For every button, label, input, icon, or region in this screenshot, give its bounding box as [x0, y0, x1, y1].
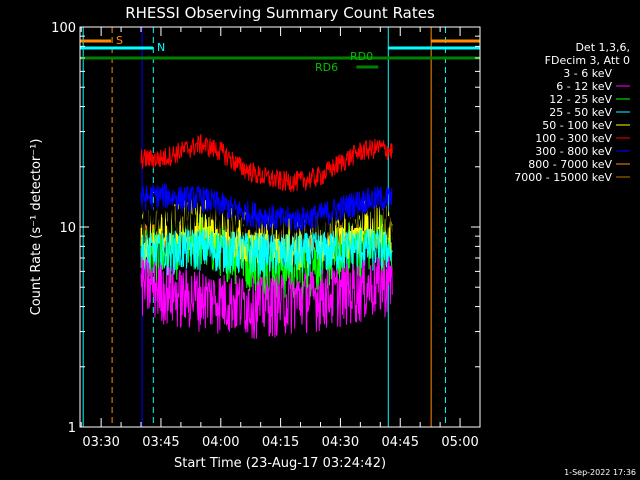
legend-entry-label: 6 - 12 keV	[556, 80, 612, 93]
legend-entry-label: 800 - 7000 keV	[528, 158, 612, 171]
legend-entry-label: 300 - 800 keV	[535, 145, 612, 158]
x-tick-label: 03:30	[82, 435, 119, 450]
timestamp: 1-Sep-2022 17:36	[564, 468, 636, 477]
legend-header-2: FDecim 3, Att 0	[545, 54, 630, 67]
y-axis-label: Count Rate (s⁻¹ detector⁻¹)	[29, 139, 44, 316]
y-axis: 1 10 100	[51, 21, 480, 436]
series-line-25-50-kev	[140, 228, 393, 278]
series-line-300-800-kev	[140, 183, 393, 232]
legend-entry-label: 25 - 50 keV	[549, 106, 612, 119]
series-line-6-12-kev	[140, 256, 393, 339]
annotation-rd6: RD6	[315, 61, 338, 74]
y-tick-label: 10	[59, 221, 76, 236]
series-line-100-300-kev	[140, 134, 393, 193]
legend-entry-label: 50 - 100 keV	[542, 119, 612, 132]
y-tick-label: 1	[68, 421, 76, 436]
x-axis: 03:30 03:45 04:00 04:15 04:30 04:45 05:00	[80, 27, 481, 450]
x-axis-label: Start Time (23-Aug-17 03:24:42)	[174, 456, 386, 471]
x-tick-label: 05:00	[441, 435, 478, 450]
chart-title: RHESSI Observing Summary Count Rates	[125, 4, 435, 22]
legend-entry-label: 12 - 25 keV	[549, 93, 612, 106]
series-layer	[140, 134, 393, 339]
y-tick-label: 100	[51, 21, 76, 36]
annotation-s: S	[116, 34, 123, 47]
x-tick-label: 04:00	[202, 435, 239, 450]
legend-header-1: Det 1,3,6,	[575, 41, 630, 54]
legend-entry-label: 3 - 6 keV	[563, 67, 612, 80]
x-tick-label: 03:45	[142, 435, 179, 450]
x-tick-label: 04:45	[382, 435, 419, 450]
legend-entry-label: 100 - 300 keV	[535, 132, 612, 145]
annotation-rd0: RD0	[350, 50, 373, 63]
annotation-n: N	[157, 41, 165, 54]
legend-entry-label: 7000 - 15000 keV	[514, 171, 612, 184]
x-tick-label: 04:30	[322, 435, 359, 450]
x-tick-label: 04:15	[262, 435, 299, 450]
